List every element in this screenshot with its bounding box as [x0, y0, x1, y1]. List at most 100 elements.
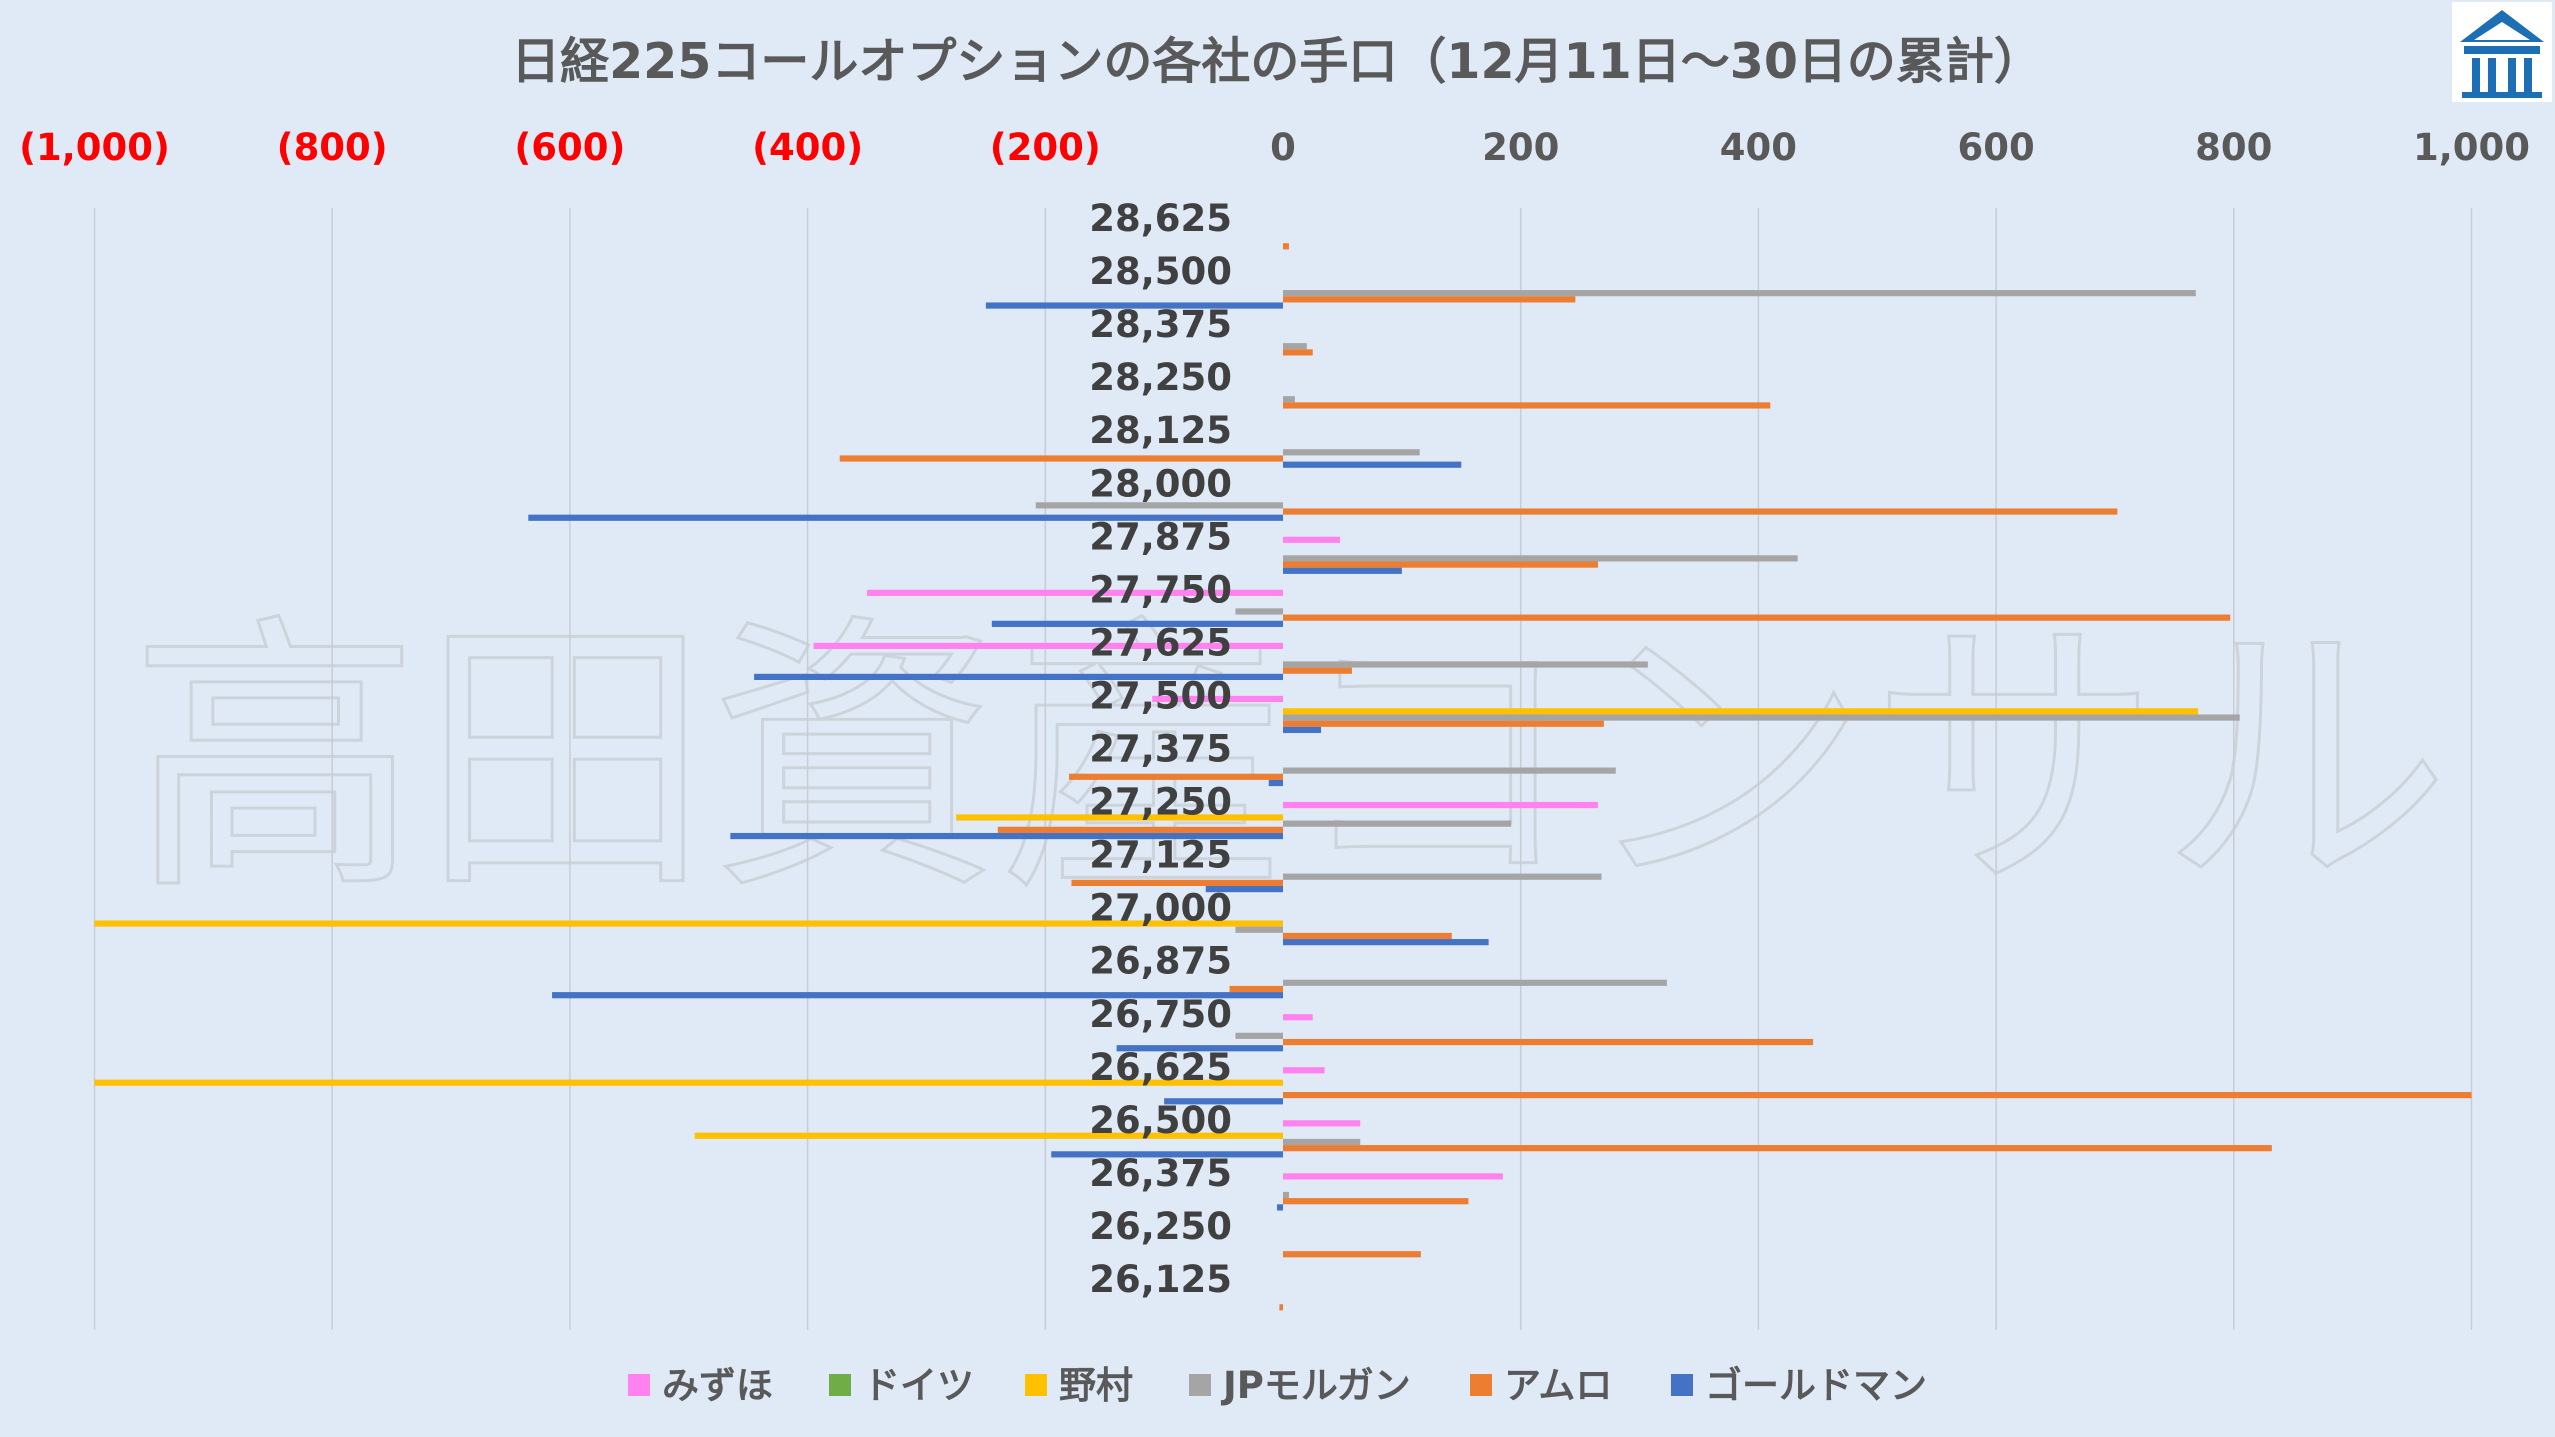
bar: [1283, 449, 1420, 456]
category-label: 28,125: [1089, 409, 1232, 452]
bar: [813, 642, 1283, 649]
bar: [1283, 932, 1452, 940]
bar: [1164, 1098, 1283, 1105]
category-label: 26,125: [1089, 1258, 1232, 1301]
category-label: 26,875: [1089, 940, 1232, 983]
category-label: 26,625: [1089, 1046, 1232, 1089]
x-tick-label: (400): [752, 126, 863, 169]
logo-icon: [2452, 2, 2552, 102]
x-tick-label: 200: [1482, 126, 1559, 169]
bar: [1283, 1092, 2472, 1099]
bar: [1283, 939, 1489, 946]
bar: [1283, 555, 1798, 562]
bar: [1283, 667, 1352, 674]
bar: [94, 1079, 1283, 1086]
bar: [1283, 1251, 1421, 1258]
category-label: 27,125: [1089, 834, 1232, 877]
bar: [1283, 296, 1576, 303]
x-tick-label: (1,000): [19, 126, 170, 169]
bar: [1283, 349, 1313, 356]
bar: [1268, 779, 1283, 787]
bar: [1152, 695, 1283, 703]
bar: [730, 832, 1283, 840]
bar: [1283, 561, 1598, 568]
category-label: 27,500: [1089, 674, 1232, 717]
bar: [754, 673, 1283, 680]
bar: [94, 920, 1283, 927]
category-label: 27,000: [1089, 887, 1232, 930]
bar: [1235, 1032, 1283, 1039]
legend-label: みずほ: [662, 1364, 773, 1407]
bar: [1283, 1145, 2272, 1152]
bar: [1035, 502, 1283, 509]
legend-label: ドイツ: [863, 1364, 974, 1407]
bar: [867, 589, 1283, 596]
bar: [1051, 1151, 1283, 1158]
bar: [528, 514, 1283, 521]
bar: [694, 1132, 1283, 1139]
bar: [1235, 926, 1283, 933]
bar: [991, 620, 1283, 627]
bar: [1283, 708, 2199, 715]
bar: [1283, 567, 1402, 574]
bar: [1283, 726, 1322, 734]
x-tick-label: 800: [2195, 126, 2272, 169]
bar: [1283, 979, 1667, 986]
chart-title: 日経225コールオプションの各社の手口（12月11日～30日の累計）: [511, 33, 2043, 90]
bar: [1283, 820, 1512, 827]
category-label: 27,625: [1089, 621, 1232, 664]
bar: [1283, 396, 1295, 403]
category-label: 27,375: [1089, 728, 1232, 771]
x-tick-label: (200): [990, 126, 1101, 169]
bar: [1283, 1014, 1313, 1021]
bar: [1283, 536, 1341, 543]
x-tick-label: 600: [1957, 126, 2034, 169]
bar: [1277, 1204, 1283, 1211]
company-logo: [2452, 2, 2552, 102]
legend-swatch: [829, 1374, 851, 1396]
bar: [839, 455, 1283, 462]
bar: [1283, 1138, 1361, 1146]
category-label: 26,250: [1089, 1205, 1232, 1248]
bar: [1283, 714, 2240, 721]
category-label: 28,250: [1089, 356, 1232, 399]
bar: [1283, 343, 1307, 350]
bar: [1283, 873, 1602, 880]
x-tick-label: 1,000: [2413, 126, 2530, 169]
category-label: 26,375: [1089, 1152, 1232, 1195]
legend-swatch: [1025, 1374, 1047, 1396]
bar: [1235, 608, 1283, 615]
bar: [1283, 767, 1616, 774]
bar: [1283, 1173, 1503, 1180]
bar: [1283, 1067, 1325, 1074]
legend-swatch: [1671, 1374, 1693, 1396]
legend-swatch: [1470, 1374, 1492, 1396]
category-label: 26,500: [1089, 1099, 1232, 1142]
legend-label: 野村: [1059, 1364, 1133, 1407]
bar: [1283, 720, 1604, 727]
bar: [1283, 290, 2196, 297]
bar: [1283, 1038, 1814, 1046]
bar: [1283, 402, 1771, 409]
x-tick-label: 400: [1720, 126, 1797, 169]
x-tick-label: (600): [514, 126, 625, 169]
bar: [1283, 461, 1462, 468]
bar: [552, 992, 1283, 999]
bar: [1283, 661, 1648, 668]
category-label: 28,000: [1089, 462, 1232, 505]
bar: [985, 302, 1283, 309]
bar: [1283, 801, 1598, 809]
legend-label: ゴールドマン: [1705, 1364, 1927, 1407]
bar: [956, 814, 1283, 821]
bar: [1279, 1304, 1283, 1311]
bar: [1283, 614, 2231, 621]
bar: [1283, 508, 2118, 515]
legend-swatch: [628, 1374, 650, 1396]
category-label: 27,250: [1089, 781, 1232, 824]
legend-swatch: [1189, 1374, 1211, 1396]
x-tick-label: (800): [277, 126, 388, 169]
bar: [1205, 886, 1283, 893]
bar: [1116, 1045, 1283, 1052]
